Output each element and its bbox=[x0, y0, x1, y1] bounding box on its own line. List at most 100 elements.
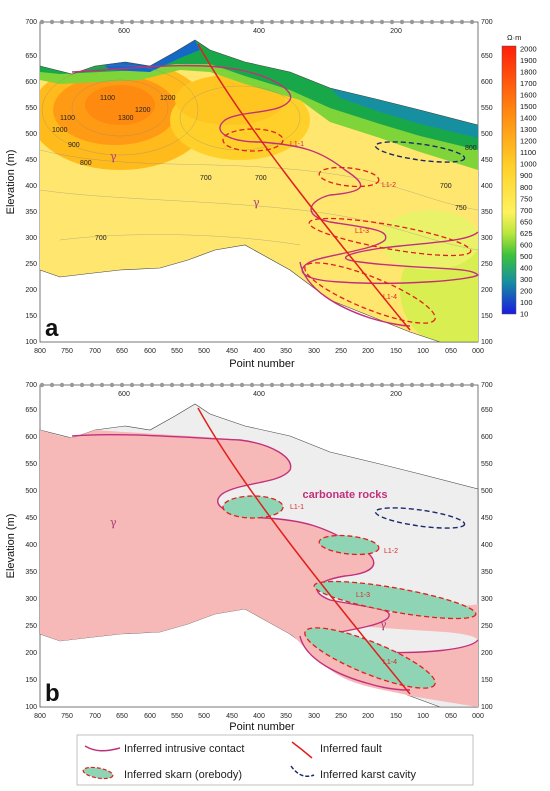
y-tick-left: 600 bbox=[25, 79, 37, 86]
y-axis-title-b: Elevation (m) bbox=[5, 514, 17, 579]
y-tick-right: 450 bbox=[481, 157, 493, 164]
colorbar-tick-label: 700 bbox=[520, 206, 533, 215]
orebody-l1-4 bbox=[304, 627, 436, 689]
y-axis-title-a: Elevation (m) bbox=[5, 150, 17, 215]
gamma-symbol-a1: γ bbox=[110, 150, 117, 163]
legend-frame bbox=[76, 734, 474, 786]
legend: Inferred intrusive contact Inferred faul… bbox=[76, 734, 474, 786]
colorbar-tick-label: 1700 bbox=[520, 79, 537, 88]
y-tick-right: 100 bbox=[481, 339, 493, 346]
y-tick-left: 550 bbox=[25, 461, 37, 468]
x-tick: 700 bbox=[89, 713, 101, 720]
contour-label: 900 bbox=[68, 142, 80, 149]
orebody-l1-2 bbox=[318, 534, 380, 556]
x-axis-title-a: Point number bbox=[229, 358, 295, 370]
x-tick: 200 bbox=[362, 348, 374, 355]
colorbar-tick-label: 900 bbox=[520, 171, 533, 180]
contour-label: 700 bbox=[440, 183, 452, 190]
y-tick-left: 650 bbox=[25, 53, 37, 60]
colorbar-tick-label: 1100 bbox=[520, 148, 536, 157]
legend-karst-symbol bbox=[290, 765, 315, 778]
colorbar-tick-label: 1400 bbox=[520, 114, 537, 123]
orebody-label-l1-4: L1-4 bbox=[383, 294, 397, 301]
y-tick-left: 350 bbox=[25, 569, 37, 576]
y-tick-left: 700 bbox=[25, 382, 37, 389]
orebody-outline-l1-4 bbox=[304, 262, 436, 324]
x-tick: 050 bbox=[445, 348, 457, 355]
colorbar-unit: Ω·m bbox=[507, 33, 521, 42]
x-axis-title-b: Point number bbox=[229, 721, 295, 733]
legend-fault-label: Inferred fault bbox=[320, 743, 382, 755]
colorbar-tick-label: 625 bbox=[520, 229, 533, 238]
colorbar-tick-label: 10 bbox=[520, 310, 528, 319]
colorbar-tick-label: 1500 bbox=[520, 102, 537, 111]
x-tick: 400 bbox=[253, 348, 265, 355]
contour-label: 800 bbox=[80, 160, 92, 167]
x-tick: 450 bbox=[226, 348, 238, 355]
x-tick: 800 bbox=[34, 348, 46, 355]
contour-label: 1100 bbox=[60, 115, 75, 122]
x-tick: 150 bbox=[390, 713, 402, 720]
y-tick-right: 300 bbox=[481, 235, 493, 242]
panel-b: L1-1 L1-2 L1-3 L1-4 carbonate rocks γ γ … bbox=[5, 382, 493, 733]
colorbar-tick-label: 600 bbox=[520, 240, 533, 249]
top-tick-b: 600 bbox=[118, 391, 130, 398]
legend-karst-label: Inferred karst cavity bbox=[320, 769, 416, 781]
y-tick-left: 100 bbox=[25, 704, 37, 711]
colorbar-gradient bbox=[501, 45, 517, 315]
y-tick-right: 100 bbox=[481, 704, 493, 711]
y-tick-right: 450 bbox=[481, 515, 493, 522]
y-tick-right: 200 bbox=[481, 287, 493, 294]
contour-label: 800 bbox=[465, 145, 477, 152]
y-tick-left: 250 bbox=[25, 623, 37, 630]
contour-label: 700 bbox=[200, 175, 212, 182]
gamma-symbol-b2: γ bbox=[380, 618, 387, 631]
y-tick-right: 350 bbox=[481, 569, 493, 576]
x-tick: 200 bbox=[362, 713, 374, 720]
y-tick-right: 650 bbox=[481, 407, 493, 414]
colorbar-tick-label: 100 bbox=[520, 298, 533, 307]
contour-label: 750 bbox=[455, 205, 467, 212]
x-tick: 350 bbox=[280, 713, 292, 720]
colorbar-tick-label: 1200 bbox=[520, 137, 537, 146]
orebody-outline-l1-3 bbox=[308, 217, 472, 257]
orebody-label-b-l1-2: L1-2 bbox=[384, 548, 398, 555]
colorbar-tick-label: 1900 bbox=[520, 56, 537, 65]
panel-a: 1100 1200 1300 1200 1100 1000 900 800 70… bbox=[5, 19, 537, 370]
karst-cavity-a bbox=[374, 141, 466, 163]
y-tick-left: 400 bbox=[25, 183, 37, 190]
x-tick: 650 bbox=[116, 348, 128, 355]
contour-label: 1300 bbox=[118, 115, 134, 122]
resistivity-surface-band bbox=[40, 40, 478, 170]
y-tick-right: 650 bbox=[481, 53, 493, 60]
y-tick-left: 500 bbox=[25, 131, 37, 138]
colorbar: Ω·m 2000 1900 1800 1700 1600 1500 1400 1300 1200… bbox=[501, 33, 537, 319]
colorbar-tick-label: 1000 bbox=[520, 160, 537, 169]
orebody-label-l1-2: L1-2 bbox=[382, 182, 396, 189]
colorbar-tick-label: 400 bbox=[520, 263, 533, 272]
y-tick-right: 550 bbox=[481, 105, 493, 112]
legend-fault-symbol bbox=[291, 741, 313, 759]
x-tick: 450 bbox=[226, 713, 238, 720]
y-tick-left: 300 bbox=[25, 235, 37, 242]
intrusion-body bbox=[40, 430, 478, 707]
y-tick-right: 150 bbox=[481, 313, 493, 320]
karst-cavity-b bbox=[374, 507, 466, 529]
orebody-label-l1-1: L1-1 bbox=[290, 141, 304, 148]
orebody-label-b-l1-3: L1-3 bbox=[356, 592, 370, 599]
x-tick: 750 bbox=[61, 348, 73, 355]
x-tick: 100 bbox=[417, 348, 429, 355]
contour-label: 1200 bbox=[135, 107, 151, 114]
x-tick: 350 bbox=[280, 348, 292, 355]
x-tick: 550 bbox=[171, 713, 183, 720]
x-tick: 050 bbox=[445, 713, 457, 720]
orebody-outline-l1-2 bbox=[318, 166, 380, 188]
y-tick-right: 600 bbox=[481, 434, 493, 441]
y-tick-right: 700 bbox=[481, 19, 493, 26]
colorbar-tick-label: 2000 bbox=[520, 45, 537, 54]
station-dots-b bbox=[39, 382, 475, 388]
y-tick-right: 400 bbox=[481, 183, 493, 190]
y-tick-right: 500 bbox=[481, 488, 493, 495]
y-tick-left: 150 bbox=[25, 313, 37, 320]
y-tick-left: 600 bbox=[25, 434, 37, 441]
